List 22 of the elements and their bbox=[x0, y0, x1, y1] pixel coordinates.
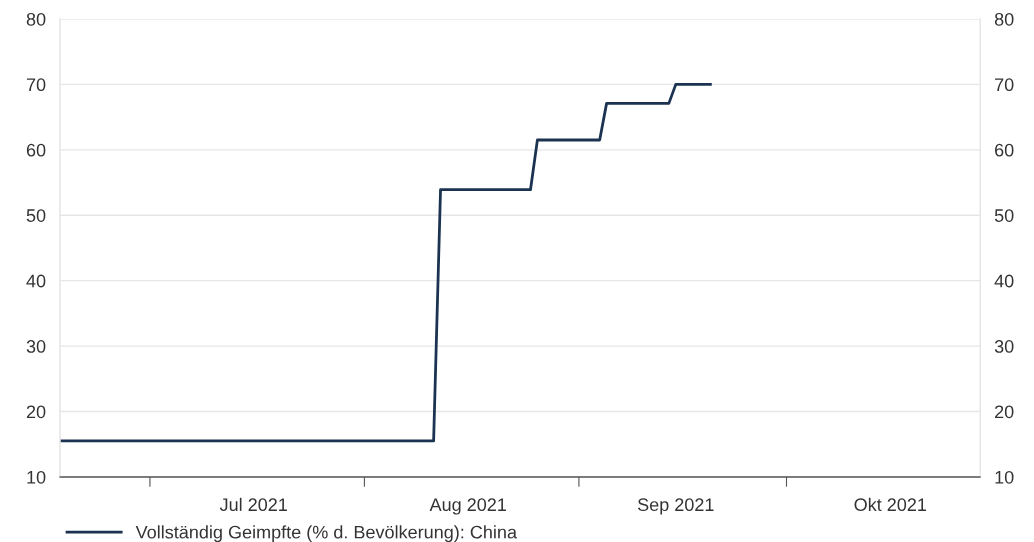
legend-label: Vollständig Geimpfte (% d. Bevölkerung): China bbox=[135, 525, 517, 542]
y2-tick-label: 70 bbox=[995, 78, 1014, 92]
y2-tick-label: 10 bbox=[995, 470, 1014, 484]
y-tick-label: 70 bbox=[26, 78, 46, 92]
y-tick-label: 30 bbox=[26, 340, 46, 353]
y2-tick-label: 30 bbox=[994, 340, 1014, 353]
y-tick-label: 60 bbox=[26, 143, 46, 157]
y2-tick-label: 60 bbox=[995, 143, 1014, 157]
x-tick-label: Aug 2021 bbox=[429, 498, 506, 515]
y-tick-label: 80 bbox=[26, 12, 46, 26]
line-series bbox=[59, 83, 712, 443]
y-tick-label: 40 bbox=[26, 274, 46, 288]
x-tick-label: Sep 2021 bbox=[637, 498, 714, 515]
x-tick-label: Jul 2021 bbox=[219, 497, 287, 512]
y2-tick-label: 80 bbox=[994, 12, 1014, 26]
y-tick-label: 20 bbox=[26, 405, 46, 419]
y-tick-label: 10 bbox=[27, 470, 46, 484]
x-tick-label: Okt 2021 bbox=[854, 497, 927, 512]
y2-tick-label: 50 bbox=[994, 209, 1014, 222]
y2-tick-label: 20 bbox=[995, 405, 1014, 419]
y2-tick-label: 40 bbox=[994, 274, 1014, 288]
y-tick-label: 50 bbox=[26, 209, 46, 222]
